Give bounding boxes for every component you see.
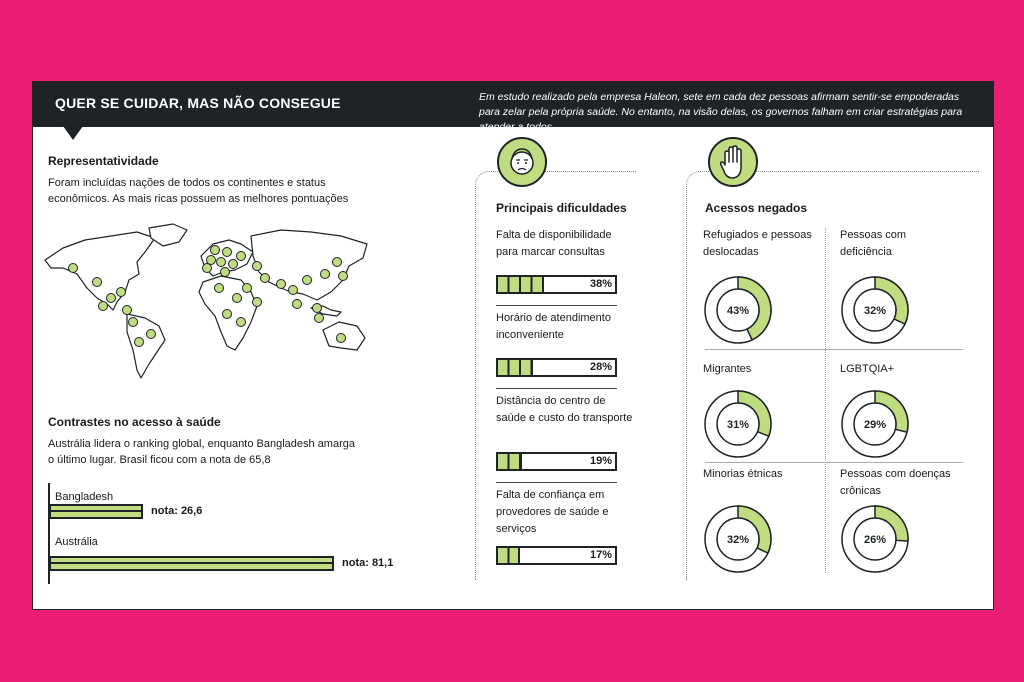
acesso-label: Pessoas com doenças crônicas <box>840 468 951 497</box>
worried-face-icon <box>497 137 547 187</box>
donut-value: 32% <box>727 534 749 546</box>
contrastes-bar-value: nota: 81,1 <box>342 557 394 569</box>
dificuldade-bar-fill <box>498 277 544 292</box>
dificuldade-bar-fill <box>498 360 533 375</box>
representatividade-text: Foram incluídas nações de todos os conti… <box>48 177 349 205</box>
acesso-donut: 32% <box>841 276 909 344</box>
dificuldade-bar-fill <box>498 548 520 563</box>
header-title: QUER SE CUIDAR, MAS NÃO CONSEGUE <box>55 95 341 111</box>
dificuldade-bar-value: 19% <box>589 455 612 467</box>
donut-hole <box>853 288 897 332</box>
dificuldade-label: Falta de confiança em provedores de saúd… <box>496 489 609 535</box>
donut-hole <box>716 517 760 561</box>
dificuldade-bar: 19% <box>496 452 617 471</box>
donut-hole <box>853 402 897 446</box>
dificuldade-divider <box>496 388 617 389</box>
greenland-outline <box>148 223 188 247</box>
header-pointer <box>63 126 83 140</box>
donut-value: 31% <box>727 419 749 431</box>
acesso-label: Pessoas com deficiência <box>840 229 907 258</box>
contrastes-bar-label: Bangladesh <box>55 491 114 503</box>
world-map <box>44 223 368 379</box>
infographic-card: QUER SE CUIDAR, MAS NÃO CONSEGUE Em estu… <box>32 81 994 610</box>
donut-hole <box>716 288 760 332</box>
contrastes-axis <box>48 483 50 584</box>
header-bar: QUER SE CUIDAR, MAS NÃO CONSEGUE Em estu… <box>33 82 993 133</box>
dificuldade-bar: 28% <box>496 358 617 377</box>
acessos-title: Acessos negados <box>705 201 808 215</box>
donut-value: 32% <box>864 305 886 317</box>
contrastes-bar <box>49 556 334 571</box>
dificuldade-divider <box>496 305 617 306</box>
acesso-donut: 26% <box>841 505 909 573</box>
acesso-label: Minorias étnicas <box>703 468 783 480</box>
north-america-outline <box>44 231 156 311</box>
donut-value: 29% <box>864 419 886 431</box>
dificuldade-label: Distância do centro de saúde e custo do … <box>496 395 633 424</box>
asia-outline <box>250 229 368 301</box>
donut-value: 43% <box>727 305 749 317</box>
donut-hole <box>853 517 897 561</box>
acesso-donut: 43% <box>704 276 772 344</box>
dificuldades-title: Principais dificuldades <box>496 201 627 215</box>
header-subtitle: Em estudo realizado pela empresa Haleon,… <box>479 91 963 133</box>
dificuldade-bar: 38% <box>496 275 617 294</box>
representatividade-title: Representatividade <box>48 154 159 168</box>
acesso-label: LGBTQIA+ <box>840 363 895 375</box>
contrastes-bar <box>49 504 143 519</box>
acessos-row-divider-1 <box>705 349 963 350</box>
acesso-donut: 31% <box>704 390 772 458</box>
dificuldade-bar-fill <box>498 454 522 469</box>
acesso-donut: 29% <box>841 390 909 458</box>
donut-hole <box>716 402 760 446</box>
contrastes-text: Austrália lidera o ranking global, enqua… <box>48 438 355 466</box>
acesso-donut: 32% <box>704 505 772 573</box>
acesso-label: Migrantes <box>703 363 752 375</box>
stop-hand-icon <box>708 137 758 187</box>
contrastes-bar-label: Austrália <box>55 536 98 548</box>
south-america-outline <box>126 313 166 379</box>
acessos-column-divider <box>825 228 826 573</box>
donut-value: 26% <box>864 534 886 546</box>
dificuldade-bar-value: 28% <box>589 361 612 373</box>
dificuldade-label: Falta de disponibilidade para marcar con… <box>496 229 612 258</box>
dificuldade-bar: 17% <box>496 546 617 565</box>
acessos-row-divider-2 <box>705 462 963 463</box>
contrastes-bar-value: nota: 26,6 <box>151 505 203 517</box>
dificuldades-frame <box>475 171 636 580</box>
acessos-frame <box>686 171 979 580</box>
acesso-label: Refugiados e pessoas deslocadas <box>703 229 812 258</box>
contrastes-title: Contrastes no acesso à saúde <box>48 415 221 429</box>
dificuldade-bar-value: 17% <box>589 549 612 561</box>
dificuldade-label: Horário de atendimento inconveniente <box>496 312 611 341</box>
dificuldade-divider <box>496 482 617 483</box>
dificuldade-bar-value: 38% <box>589 278 612 290</box>
